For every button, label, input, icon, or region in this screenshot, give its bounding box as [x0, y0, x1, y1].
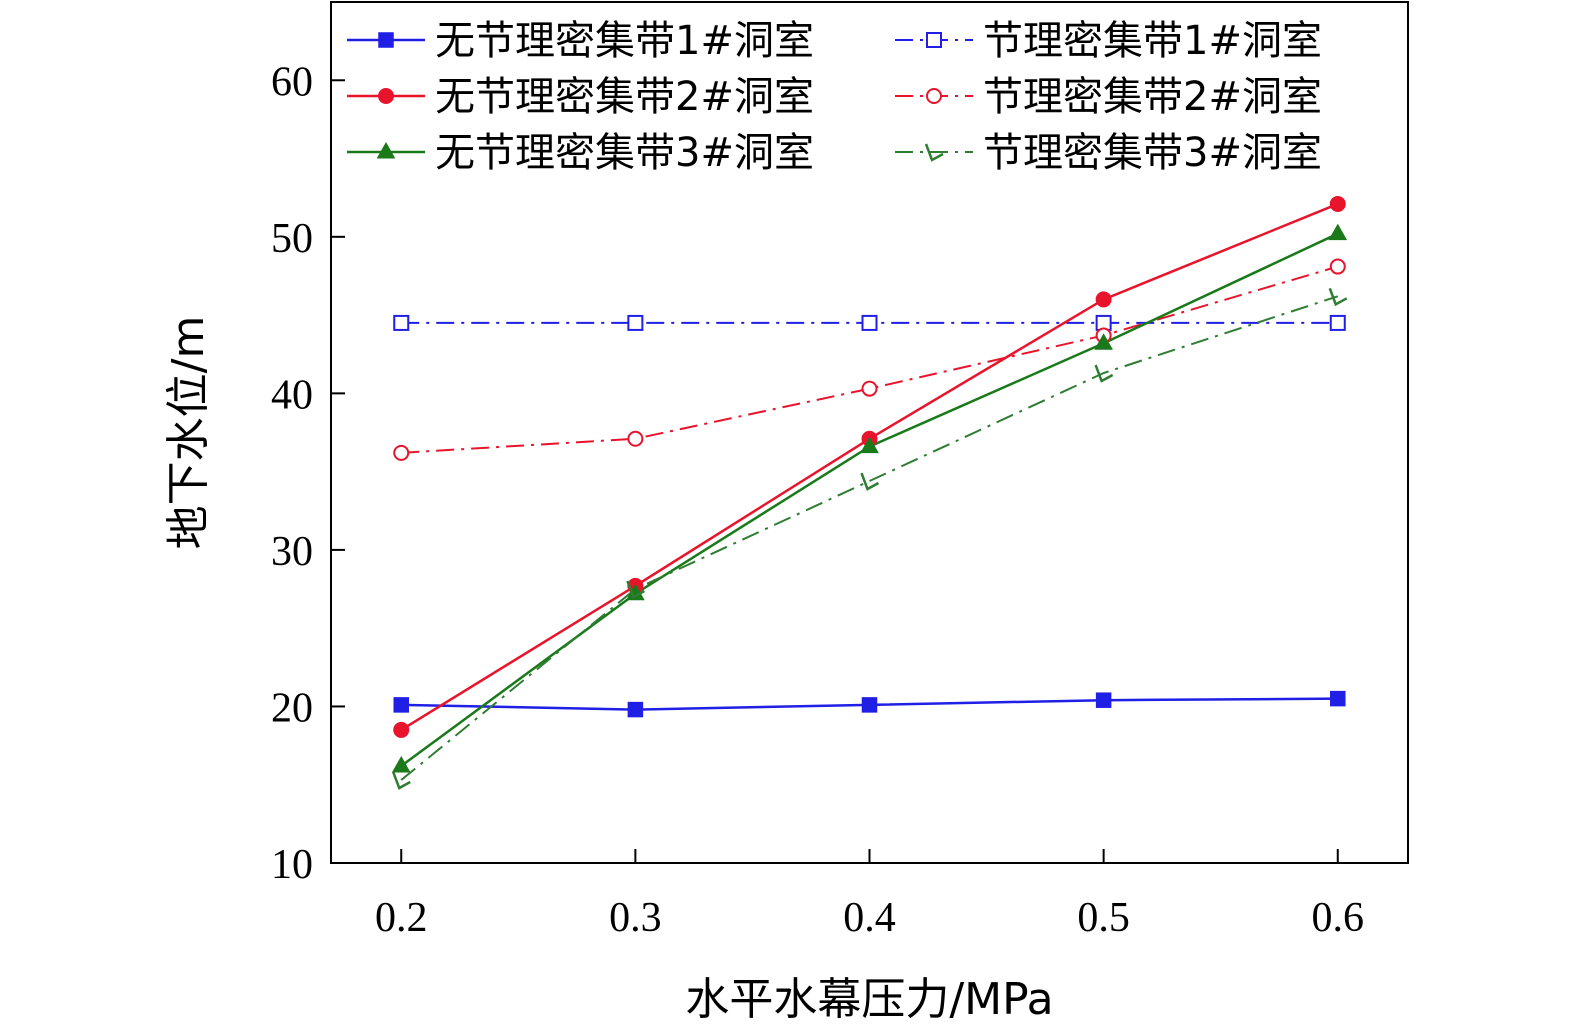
- data-point-s6-2: [626, 580, 645, 599]
- legend-marker-4: [926, 88, 942, 104]
- series-line-5: [400, 232, 1339, 767]
- data-point-s1-4: [1095, 692, 1112, 708]
- legend-marker-6: [924, 143, 944, 162]
- y-axis-label: 地下水位/m: [163, 316, 214, 550]
- series-line-3: [400, 202, 1339, 732]
- data-point-s2-1: [393, 314, 410, 331]
- legend-marker-2: [926, 32, 942, 48]
- plot-lines: [400, 202, 1339, 781]
- data-point-s5-4: [1094, 333, 1113, 350]
- legend-label-4: 节理密集带2#洞室: [983, 74, 1322, 120]
- legend-marker-5: [376, 141, 396, 159]
- y-tick-label: 50: [271, 216, 313, 262]
- y-tick-label: 60: [271, 59, 313, 105]
- data-point-s2-2: [627, 314, 644, 331]
- data-point-s3-1: [393, 721, 410, 738]
- series-line-4: [401, 265, 1339, 454]
- legend-marker-3: [378, 88, 394, 104]
- x-tick-label: 0.6: [1312, 895, 1365, 941]
- data-point-s6-1: [392, 771, 411, 790]
- y-tick-label: 20: [271, 685, 313, 731]
- legend-label-3: 无节理密集带2#洞室: [435, 74, 814, 120]
- y-tick-label: 10: [271, 842, 313, 888]
- data-point-s2-3: [861, 314, 878, 331]
- y-tick-label: 40: [271, 372, 313, 418]
- x-tick-label: 0.4: [843, 895, 896, 941]
- y-axis: 10 20 30 40 50 60: [271, 59, 345, 888]
- data-point-s5-5: [1328, 223, 1348, 241]
- x-tick-label: 0.2: [375, 895, 428, 941]
- data-point-s2-5: [1329, 314, 1346, 331]
- data-point-s4-2: [627, 430, 644, 447]
- data-point-s1-2: [627, 701, 644, 718]
- x-axis: 0.2 0.3 0.4 0.5 0.6: [375, 849, 1364, 941]
- data-point-s1-5: [1330, 690, 1346, 707]
- data-point-s3-4: [1095, 291, 1112, 308]
- x-axis-label: 水平水幕压力/MPa: [685, 974, 1053, 1025]
- data-point-s4-5: [1329, 258, 1346, 275]
- data-point-s5-3: [860, 436, 879, 454]
- data-point-s6-4: [1094, 364, 1114, 383]
- legend-label-1: 无节理密集带1#洞室: [435, 18, 814, 64]
- data-point-s4-1: [393, 444, 410, 461]
- legend-label-5: 无节理密集带3#洞室: [435, 130, 814, 176]
- legend-marker-1: [378, 32, 394, 48]
- legend-label-2: 节理密集带1#洞室: [983, 18, 1322, 64]
- legend-label-6: 节理密集带3#洞室: [983, 130, 1322, 176]
- plot-markers: [391, 195, 1348, 790]
- data-point-s3-5: [1329, 195, 1346, 212]
- x-tick-label: 0.5: [1077, 895, 1130, 941]
- y-tick-label: 30: [271, 529, 313, 575]
- data-point-s6-3: [860, 472, 880, 491]
- data-point-s1-1: [393, 697, 409, 713]
- data-point-s4-3: [861, 380, 878, 397]
- series-line-6: [400, 295, 1339, 781]
- data-point-s5-1: [391, 755, 411, 773]
- data-point-s1-3: [861, 697, 878, 713]
- x-tick-label: 0.3: [609, 895, 662, 941]
- data-point-s6-5: [1328, 287, 1348, 307]
